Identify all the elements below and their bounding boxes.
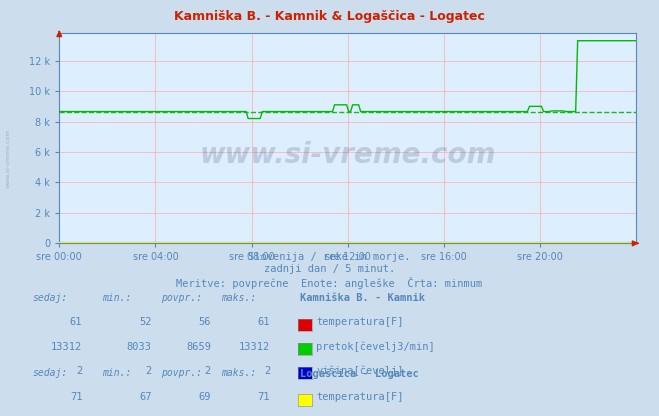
Text: min.:: min.: [102,368,132,378]
Text: 13312: 13312 [51,342,82,352]
Text: 71: 71 [258,392,270,402]
Text: min.:: min.: [102,293,132,303]
Text: sedaj:: sedaj: [33,368,68,378]
Text: 2: 2 [76,366,82,376]
Text: 8033: 8033 [127,342,152,352]
Text: 2: 2 [264,366,270,376]
Text: Meritve: povprečne  Enote: angleške  Črta: minmum: Meritve: povprečne Enote: angleške Črta:… [177,277,482,289]
Text: www.si-vreme.com: www.si-vreme.com [200,141,496,169]
Text: temperatura[F]: temperatura[F] [316,317,404,327]
Text: maks.:: maks.: [221,293,256,303]
Text: višina[čevelj]: višina[čevelj] [316,366,404,376]
Text: temperatura[F]: temperatura[F] [316,392,404,402]
Text: Slovenija / reke in morje.: Slovenija / reke in morje. [248,252,411,262]
Text: povpr.:: povpr.: [161,368,202,378]
Text: sedaj:: sedaj: [33,293,68,303]
Text: 8659: 8659 [186,342,211,352]
Text: zadnji dan / 5 minut.: zadnji dan / 5 minut. [264,264,395,274]
Text: 2: 2 [205,366,211,376]
Text: 61: 61 [70,317,82,327]
Text: Kamniška B. - Kamnik & Logaščica - Logatec: Kamniška B. - Kamnik & Logaščica - Logat… [174,10,485,23]
Text: 69: 69 [198,392,211,402]
Text: Logaščica - Logatec: Logaščica - Logatec [300,368,418,379]
Text: 61: 61 [258,317,270,327]
Text: pretok[čevelj3/min]: pretok[čevelj3/min] [316,342,435,352]
Text: 13312: 13312 [239,342,270,352]
Text: maks.:: maks.: [221,368,256,378]
Text: 56: 56 [198,317,211,327]
Text: 52: 52 [139,317,152,327]
Text: 71: 71 [70,392,82,402]
Text: povpr.:: povpr.: [161,293,202,303]
Text: Kamniška B. - Kamnik: Kamniška B. - Kamnik [300,293,425,303]
Text: www.si-vreme.com: www.si-vreme.com [5,128,11,188]
Text: 67: 67 [139,392,152,402]
Text: 2: 2 [146,366,152,376]
